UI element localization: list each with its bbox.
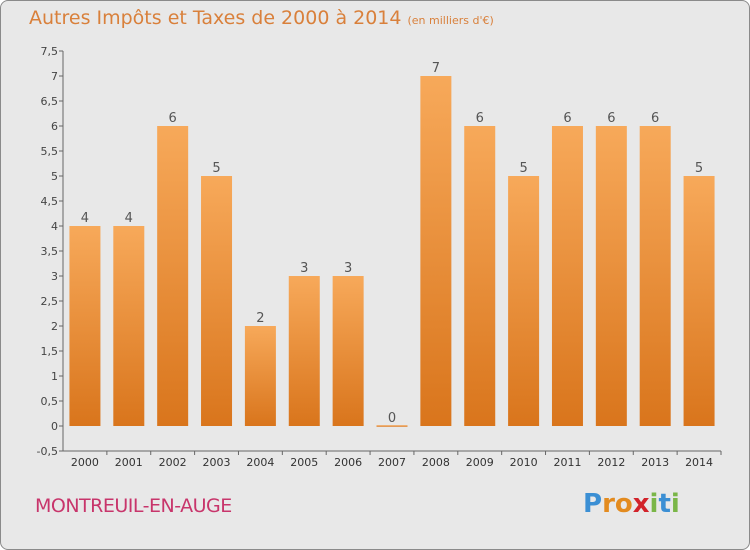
bar (113, 226, 145, 426)
y-tick-label: 0,5 (41, 395, 59, 408)
axes: -0,5 0 0,5 1 1,5 2 2,5 3 3,5 4 4,5 5 5,5 6 6,5 7 7,5 2000… (37, 45, 722, 469)
data-label: 5 (519, 161, 527, 176)
y-tick-label: -0,5 (37, 445, 58, 458)
y-tick-label: 2 (51, 320, 58, 333)
data-labels: 4 4 6 5 2 3 3 0 7 6 5 6 6 6 5 (81, 61, 703, 426)
chart-title-text: Autres Impôts et Taxes de 2000 à 2014 (29, 7, 402, 29)
y-tick-label: 6 (51, 120, 58, 133)
bar (69, 226, 101, 426)
data-label: 0 (388, 411, 396, 426)
x-tick-label: 2013 (641, 456, 669, 469)
bar (420, 76, 452, 426)
data-label: 3 (300, 261, 308, 276)
y-tick-label: 4,5 (41, 195, 59, 208)
x-tick-label: 2008 (422, 456, 450, 469)
data-label: 3 (344, 261, 352, 276)
bar (157, 126, 189, 426)
x-tick-label: 2002 (159, 456, 187, 469)
x-tick-label: 2014 (685, 456, 713, 469)
x-tick-label: 2009 (466, 456, 494, 469)
bar (244, 326, 276, 426)
y-tick-label: 7 (51, 70, 58, 83)
bar (288, 276, 320, 426)
y-tick-label: 3,5 (41, 245, 59, 258)
y-tick-label: 3 (51, 270, 58, 283)
data-label: 4 (125, 211, 133, 226)
data-label: 2 (256, 311, 264, 326)
data-label: 6 (607, 111, 615, 126)
y-tick-label: 5,5 (41, 145, 59, 158)
data-label: 5 (695, 161, 703, 176)
logo-letter: r (602, 489, 615, 519)
logo-letter: P (583, 489, 603, 519)
commune-name: MONTREUIL-EN-AUGE (35, 495, 232, 517)
bar (639, 126, 671, 426)
bar (551, 126, 583, 426)
y-tick-label: 0 (51, 420, 58, 433)
data-label: 5 (212, 161, 220, 176)
x-tick-label: 2005 (290, 456, 318, 469)
x-tick-label: 2003 (203, 456, 231, 469)
bar (376, 425, 408, 427)
logo-letter: x (632, 489, 650, 519)
data-label: 4 (81, 211, 89, 226)
y-tick-label: 6,5 (41, 95, 59, 108)
y-tick-label: 7,5 (41, 45, 59, 58)
y-tick-label: 1,5 (41, 345, 59, 358)
y-tick-label: 5 (51, 170, 58, 183)
y-tick-label: 4 (51, 220, 58, 233)
bar (595, 126, 627, 426)
x-tick-label: 2012 (597, 456, 625, 469)
chart-title: Autres Impôts et Taxes de 2000 à 2014 (en… (29, 7, 494, 29)
y-tick-label: 2,5 (41, 295, 59, 308)
bar (464, 126, 496, 426)
x-tick-label: 2004 (246, 456, 274, 469)
data-label: 6 (651, 111, 659, 126)
data-label: 6 (476, 111, 484, 126)
x-tick-label: 2006 (334, 456, 362, 469)
logo-letter: i (649, 489, 659, 519)
bar (508, 176, 540, 426)
x-tick-label: 2001 (115, 456, 143, 469)
bars (69, 76, 715, 427)
logo-letter: o (614, 489, 633, 519)
x-tick-label: 2010 (510, 456, 538, 469)
proxiti-logo: Proxiti (583, 489, 680, 519)
y-tick-label: 1 (51, 370, 58, 383)
x-tick-label: 2007 (378, 456, 406, 469)
x-tick-label: 2000 (71, 456, 99, 469)
bar (332, 276, 364, 426)
chart-unit: (en milliers d'€) (407, 14, 494, 27)
logo-letter: t (658, 489, 671, 519)
data-label: 6 (169, 111, 177, 126)
bar (683, 176, 715, 426)
logo-letter: i (670, 489, 680, 519)
x-tick-label: 2011 (553, 456, 581, 469)
data-label: 7 (432, 61, 440, 76)
bar (201, 176, 233, 426)
data-label: 6 (563, 111, 571, 126)
